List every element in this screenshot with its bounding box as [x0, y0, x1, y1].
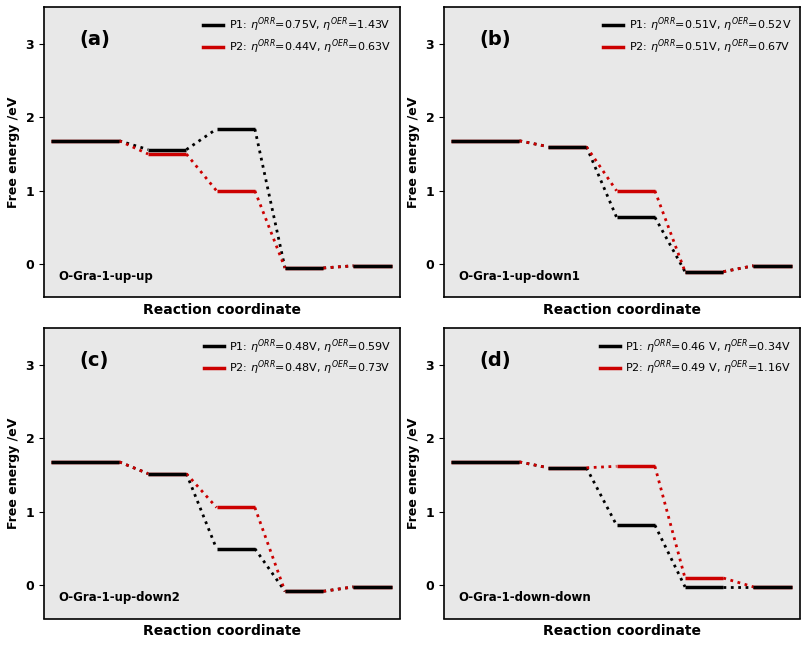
X-axis label: Reaction coordinate: Reaction coordinate	[543, 303, 701, 317]
Text: (a): (a)	[80, 30, 111, 49]
X-axis label: Reaction coordinate: Reaction coordinate	[143, 303, 301, 317]
Y-axis label: Free energy /eV: Free energy /eV	[7, 417, 20, 529]
Text: (d): (d)	[479, 352, 511, 370]
Text: (c): (c)	[80, 352, 109, 370]
Text: O-Gra-1-up-up: O-Gra-1-up-up	[58, 270, 153, 283]
Y-axis label: Free energy /eV: Free energy /eV	[407, 417, 420, 529]
Text: O-Gra-1-up-down2: O-Gra-1-up-down2	[58, 591, 180, 604]
Legend: P1: $\eta^{ORR}$=0.51V, $\eta^{OER}$=0.52V, P2: $\eta^{ORR}$=0.51V, $\eta^{OER}$: P1: $\eta^{ORR}$=0.51V, $\eta^{OER}$=0.5…	[600, 12, 795, 59]
Legend: P1: $\eta^{ORR}$=0.48V, $\eta^{OER}$=0.59V, P2: $\eta^{ORR}$=0.48V, $\eta^{OER}$: P1: $\eta^{ORR}$=0.48V, $\eta^{OER}$=0.5…	[200, 333, 395, 381]
Text: O-Gra-1-down-down: O-Gra-1-down-down	[458, 591, 591, 604]
Legend: P1: $\eta^{ORR}$=0.46 V, $\eta^{OER}$=0.34V, P2: $\eta^{ORR}$=0.49 V, $\eta^{OER: P1: $\eta^{ORR}$=0.46 V, $\eta^{OER}$=0.…	[596, 333, 795, 381]
Text: O-Gra-1-up-down1: O-Gra-1-up-down1	[458, 270, 580, 283]
Legend: P1: $\eta^{ORR}$=0.75V, $\eta^{OER}$=1.43V, P2: $\eta^{ORR}$=0.44V, $\eta^{OER}$: P1: $\eta^{ORR}$=0.75V, $\eta^{OER}$=1.4…	[200, 12, 395, 59]
Y-axis label: Free energy /eV: Free energy /eV	[407, 97, 420, 208]
Text: (b): (b)	[479, 30, 511, 49]
X-axis label: Reaction coordinate: Reaction coordinate	[543, 624, 701, 638]
Y-axis label: Free energy /eV: Free energy /eV	[7, 97, 20, 208]
X-axis label: Reaction coordinate: Reaction coordinate	[143, 624, 301, 638]
